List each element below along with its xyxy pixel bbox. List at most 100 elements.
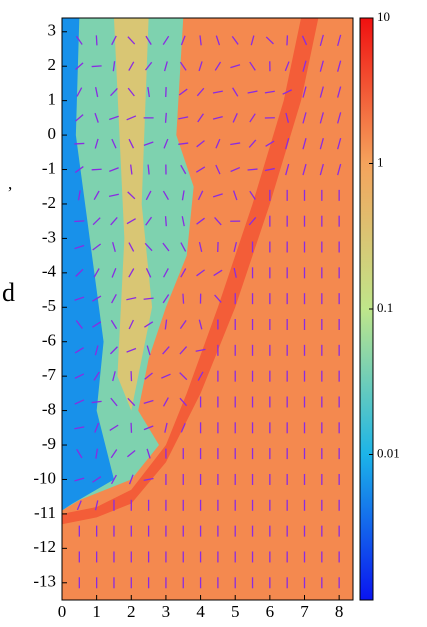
- colorbar-tick-label: 1: [377, 154, 384, 169]
- colorbar-tick-label: 0.1: [377, 300, 393, 315]
- arrow: [74, 220, 85, 223]
- colorbar-tick-label: 0.01: [377, 445, 400, 460]
- x-tick-label: 6: [266, 602, 275, 621]
- arrow: [199, 35, 202, 46]
- y-tick-label: -4: [42, 262, 57, 281]
- arrow: [143, 425, 154, 431]
- arrow: [195, 348, 206, 352]
- y-tick-label: -12: [33, 537, 56, 556]
- y-tick-label: -10: [33, 468, 56, 487]
- arrow: [93, 268, 100, 278]
- arrow: [213, 269, 223, 277]
- arrow: [164, 422, 168, 433]
- y-tick-label: -5: [42, 296, 56, 315]
- arrow: [302, 60, 307, 72]
- arrow: [94, 112, 99, 123]
- x-tick-label: 4: [196, 602, 205, 621]
- arrow: [179, 320, 187, 329]
- arrow: [285, 138, 290, 150]
- x-tick-label: 2: [127, 602, 136, 621]
- arrow: [91, 168, 102, 171]
- arrow: [109, 115, 119, 121]
- y-tick-label: -13: [33, 572, 56, 591]
- arrow: [109, 424, 119, 432]
- arrow: [163, 61, 168, 72]
- arrow: [162, 346, 170, 355]
- arrow: [265, 36, 274, 45]
- arrow: [144, 321, 154, 328]
- arrow: [126, 115, 137, 121]
- margin-text: ,: [8, 174, 12, 193]
- arrow: [111, 138, 117, 149]
- field-region: [62, 18, 114, 511]
- arrow: [232, 113, 238, 123]
- arrow: [92, 217, 101, 226]
- arrow: [145, 216, 153, 226]
- arrow: [147, 164, 150, 175]
- y-tick-label: -1: [42, 158, 56, 177]
- arrow: [164, 112, 167, 123]
- arrow: [232, 87, 239, 97]
- plot-area: [62, 18, 353, 600]
- arrow: [230, 64, 241, 69]
- x-tick-label: 5: [231, 602, 240, 621]
- arrow: [179, 346, 188, 355]
- arrow: [179, 397, 188, 407]
- y-tick-label: 3: [48, 21, 57, 40]
- arrow: [319, 138, 324, 150]
- arrow: [214, 294, 222, 303]
- y-tick-label: 1: [48, 90, 57, 109]
- arrow: [285, 112, 290, 123]
- arrow: [247, 168, 258, 171]
- arrow: [110, 319, 118, 330]
- arrow: [248, 216, 257, 226]
- arrow: [163, 138, 169, 149]
- arrow: [162, 190, 169, 201]
- arrow: [143, 297, 154, 300]
- x-tick-label: 0: [58, 602, 67, 621]
- velocity-arrows: [74, 34, 342, 589]
- arrow: [162, 35, 170, 45]
- arrow: [337, 138, 342, 150]
- arrow: [319, 163, 324, 176]
- arrow: [76, 500, 82, 511]
- arrow: [92, 243, 102, 251]
- arrow: [212, 115, 223, 120]
- arrow: [250, 35, 255, 46]
- arrow: [265, 140, 275, 147]
- arrow: [74, 296, 85, 301]
- arrow: [178, 88, 188, 96]
- arrow: [197, 113, 204, 123]
- arrow: [75, 35, 83, 45]
- arrow: [179, 61, 187, 71]
- arrow: [337, 60, 342, 72]
- arrow: [108, 193, 119, 198]
- arrow: [145, 61, 153, 71]
- arrow: [181, 190, 185, 201]
- arrow: [302, 86, 307, 98]
- y-tick-label: -11: [34, 503, 56, 522]
- arrow: [319, 112, 324, 124]
- arrow: [112, 61, 116, 72]
- arrow: [74, 373, 85, 379]
- arrow: [196, 140, 205, 148]
- arrow: [178, 142, 189, 145]
- arrow: [143, 141, 154, 147]
- arrow: [180, 422, 186, 433]
- arrow: [128, 268, 135, 278]
- arrow: [319, 86, 324, 98]
- arrow: [164, 319, 168, 330]
- arrow: [144, 242, 153, 252]
- arrow: [147, 87, 150, 98]
- arrow: [195, 166, 206, 173]
- arrow: [93, 371, 100, 381]
- arrow: [111, 267, 117, 278]
- arrow: [180, 242, 187, 252]
- arrow: [180, 268, 187, 278]
- arrow: [214, 217, 222, 226]
- arrow: [74, 166, 84, 174]
- arrow: [76, 449, 83, 459]
- arrow: [74, 244, 85, 250]
- y-tick-label: -8: [42, 399, 56, 418]
- arrow: [146, 448, 151, 459]
